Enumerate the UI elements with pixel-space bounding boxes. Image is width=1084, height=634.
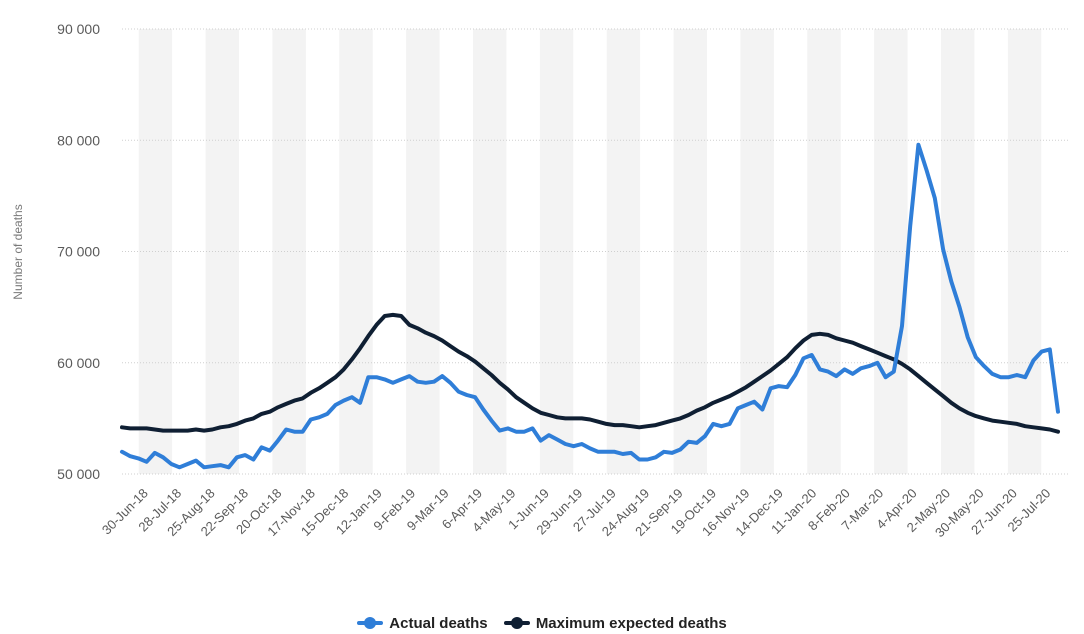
horizontal-gridlines bbox=[122, 28, 1068, 475]
series-lines bbox=[120, 142, 1060, 470]
series-line-maximum-expected-deaths[interactable] bbox=[120, 312, 1060, 434]
y-tick-label: 50 000 bbox=[57, 466, 100, 482]
legend-swatch-maximum-expected-deaths bbox=[503, 617, 530, 629]
legend-swatch-actual-deaths bbox=[357, 617, 384, 629]
y-tick-label: 70 000 bbox=[57, 244, 100, 260]
legend-label-maximum-expected-deaths: Maximum expected deaths bbox=[535, 614, 727, 632]
y-tick-label: 90 000 bbox=[57, 21, 100, 37]
x-axis-tick-labels: 30-Jun-1828-Jul-1825-Aug-1822-Sep-1820-O… bbox=[99, 486, 1054, 541]
column-band bbox=[473, 29, 507, 474]
legend-item-actual-deaths[interactable]: Actual deaths bbox=[357, 614, 488, 632]
column-band bbox=[1007, 29, 1042, 474]
column-band bbox=[539, 29, 574, 474]
y-axis-tick-labels: 50 000 60 000 70 000 80 000 90 000 bbox=[57, 21, 100, 482]
y-tick-label: 60 000 bbox=[57, 355, 100, 371]
legend-item-maximum-expected-deaths[interactable]: Maximum expected deaths bbox=[503, 614, 727, 632]
y-tick-label: 80 000 bbox=[57, 132, 100, 148]
legend: Actual deaths Maximum expected deaths bbox=[0, 612, 1084, 632]
series-line-actual-deaths[interactable] bbox=[120, 142, 1060, 470]
y-axis-label: Number of deaths bbox=[11, 204, 25, 299]
legend-label-actual-deaths: Actual deaths bbox=[389, 614, 488, 632]
